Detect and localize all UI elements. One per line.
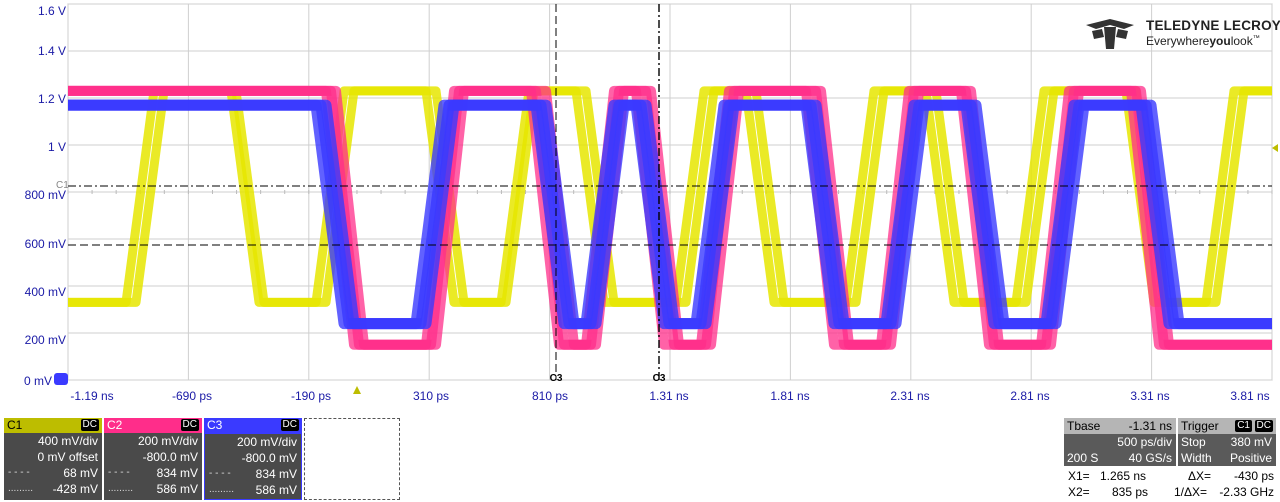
x2-value: 835 ps [1112,485,1149,499]
y-tick-label: 800 mV [24,188,66,202]
c1-coupling-badge: DC [80,419,99,431]
c2-vdiv: 200 mV/div [137,434,198,448]
x-tick-label: 1.31 ns [649,389,689,403]
c2-header: C2 DC [104,418,202,433]
y-tick-label: 0 mV [23,374,52,388]
c3-descriptor[interactable]: C3 DC 200 mV/div -800.0 mV - - - -834 mV … [204,418,302,500]
c2-cursor2: ......... 586 mV [108,482,198,496]
idx-label: 1/ΔX= [1174,485,1208,499]
x2-label: X2= [1068,485,1090,499]
trigger-type-slope: Width Positive [1181,451,1272,465]
x1-label: X1= [1068,469,1090,483]
c3-cursor2: ......... 586 mV [209,483,297,497]
c3-vdiv: 200 mV/div [236,435,297,449]
dx-label: ΔX= [1188,469,1212,483]
logo-brand: TELEDYNE LECROY [1146,18,1280,33]
cursor1-label[interactable]: C3 [549,373,563,384]
c3-header: C3 DC [204,418,302,433]
trigger-mode-level: Stop 380 mV [1181,435,1272,449]
x-tick-label: 3.81 ns [1230,389,1270,403]
y-tick-label: 200 mV [24,333,66,347]
cursor2-label[interactable]: C3 [652,373,666,384]
x-tick-label: 2.81 ns [1010,389,1050,403]
c2-cursor1: - - - -834 mV [108,466,198,480]
trigger-descriptor[interactable]: Trigger C1 DC Stop 380 mV Width Positive [1178,418,1276,466]
timebase-samples: 200 S 40 GS/s [1067,451,1172,465]
y-tick-label: 1.4 V [37,44,66,58]
timebase-descriptor[interactable]: Tbase -1.31 ns 500 ps/div 200 S 40 GS/s [1064,418,1176,466]
cursor-readout: X1= 1.265 ns ΔX= -430 ps X2= 835 ps 1/ΔX… [1064,468,1278,502]
c1-level-marker[interactable]: C1 [56,180,69,191]
waveform-grid[interactable] [0,0,1280,402]
timebase-header: Tbase -1.31 ns [1064,418,1176,434]
trigger-header: Trigger C1 DC [1178,418,1276,434]
x-tick-label: -1.19 ns [70,389,114,403]
y-tick-label: 400 mV [24,285,66,299]
c1-cursor1: - - - -68 mV [8,466,98,480]
c3-trace [68,99,1272,330]
c1-cursor2: ......... -428 mV [8,482,98,496]
trigger-time-marker [353,386,361,394]
idx-value: -2.33 GHz [1219,485,1274,499]
y-tick-label: 1.2 V [37,92,66,106]
x-tick-label: -690 ps [171,389,213,403]
y-tick-label: 600 mV [24,237,66,251]
scope-display[interactable]: 1.6 V 1.4 V 1.2 V 1 V 800 mV 600 mV 400 … [0,0,1280,403]
x-tick-label: 310 ps [412,389,450,403]
logo-tagline: Everywhereyoulook™ [1146,34,1260,48]
teledyne-logo-icon [1086,19,1134,49]
teledyne-lecroy-logo: TELEDYNE LECROY Everywhereyoulook™ [1084,17,1280,51]
c3-coupling-badge: DC [280,419,299,431]
x-tick-label: 1.81 ns [770,389,810,403]
trigger-level-marker [1272,144,1278,152]
c1-offset: 0 mV offset [37,450,98,464]
x-tick-label: 2.31 ns [890,389,930,403]
c2-coupling-badge: DC [180,419,199,431]
dx-value: -430 ps [1233,469,1274,483]
x-tick-label: -190 ps [290,389,332,403]
empty-descriptor-slot[interactable] [304,418,400,500]
ground-marker [54,373,68,385]
x-tick-label: 3.31 ns [1130,389,1170,403]
c1-descriptor[interactable]: C1 DC 400 mV/div 0 mV offset - - - -68 mV… [4,418,102,500]
x-tick-label: 810 ps [531,389,569,403]
c3-cursor1: - - - -834 mV [209,467,297,481]
c2-descriptor[interactable]: C2 DC 200 mV/div -800.0 mV - - - -834 mV … [104,418,202,500]
y-tick-label: 1 V [47,140,66,154]
timebase-per-div: 500 ps/div [1117,435,1172,449]
c3-offset: -800.0 mV [241,451,297,465]
x1-value: 1.265 ns [1100,469,1147,483]
y-tick-label: 1.6 V [37,4,66,18]
c1-header: C1 DC [4,418,102,433]
c2-offset: -800.0 mV [142,450,198,464]
c3-trace [68,99,1272,330]
c1-vdiv: 400 mV/div [37,434,98,448]
